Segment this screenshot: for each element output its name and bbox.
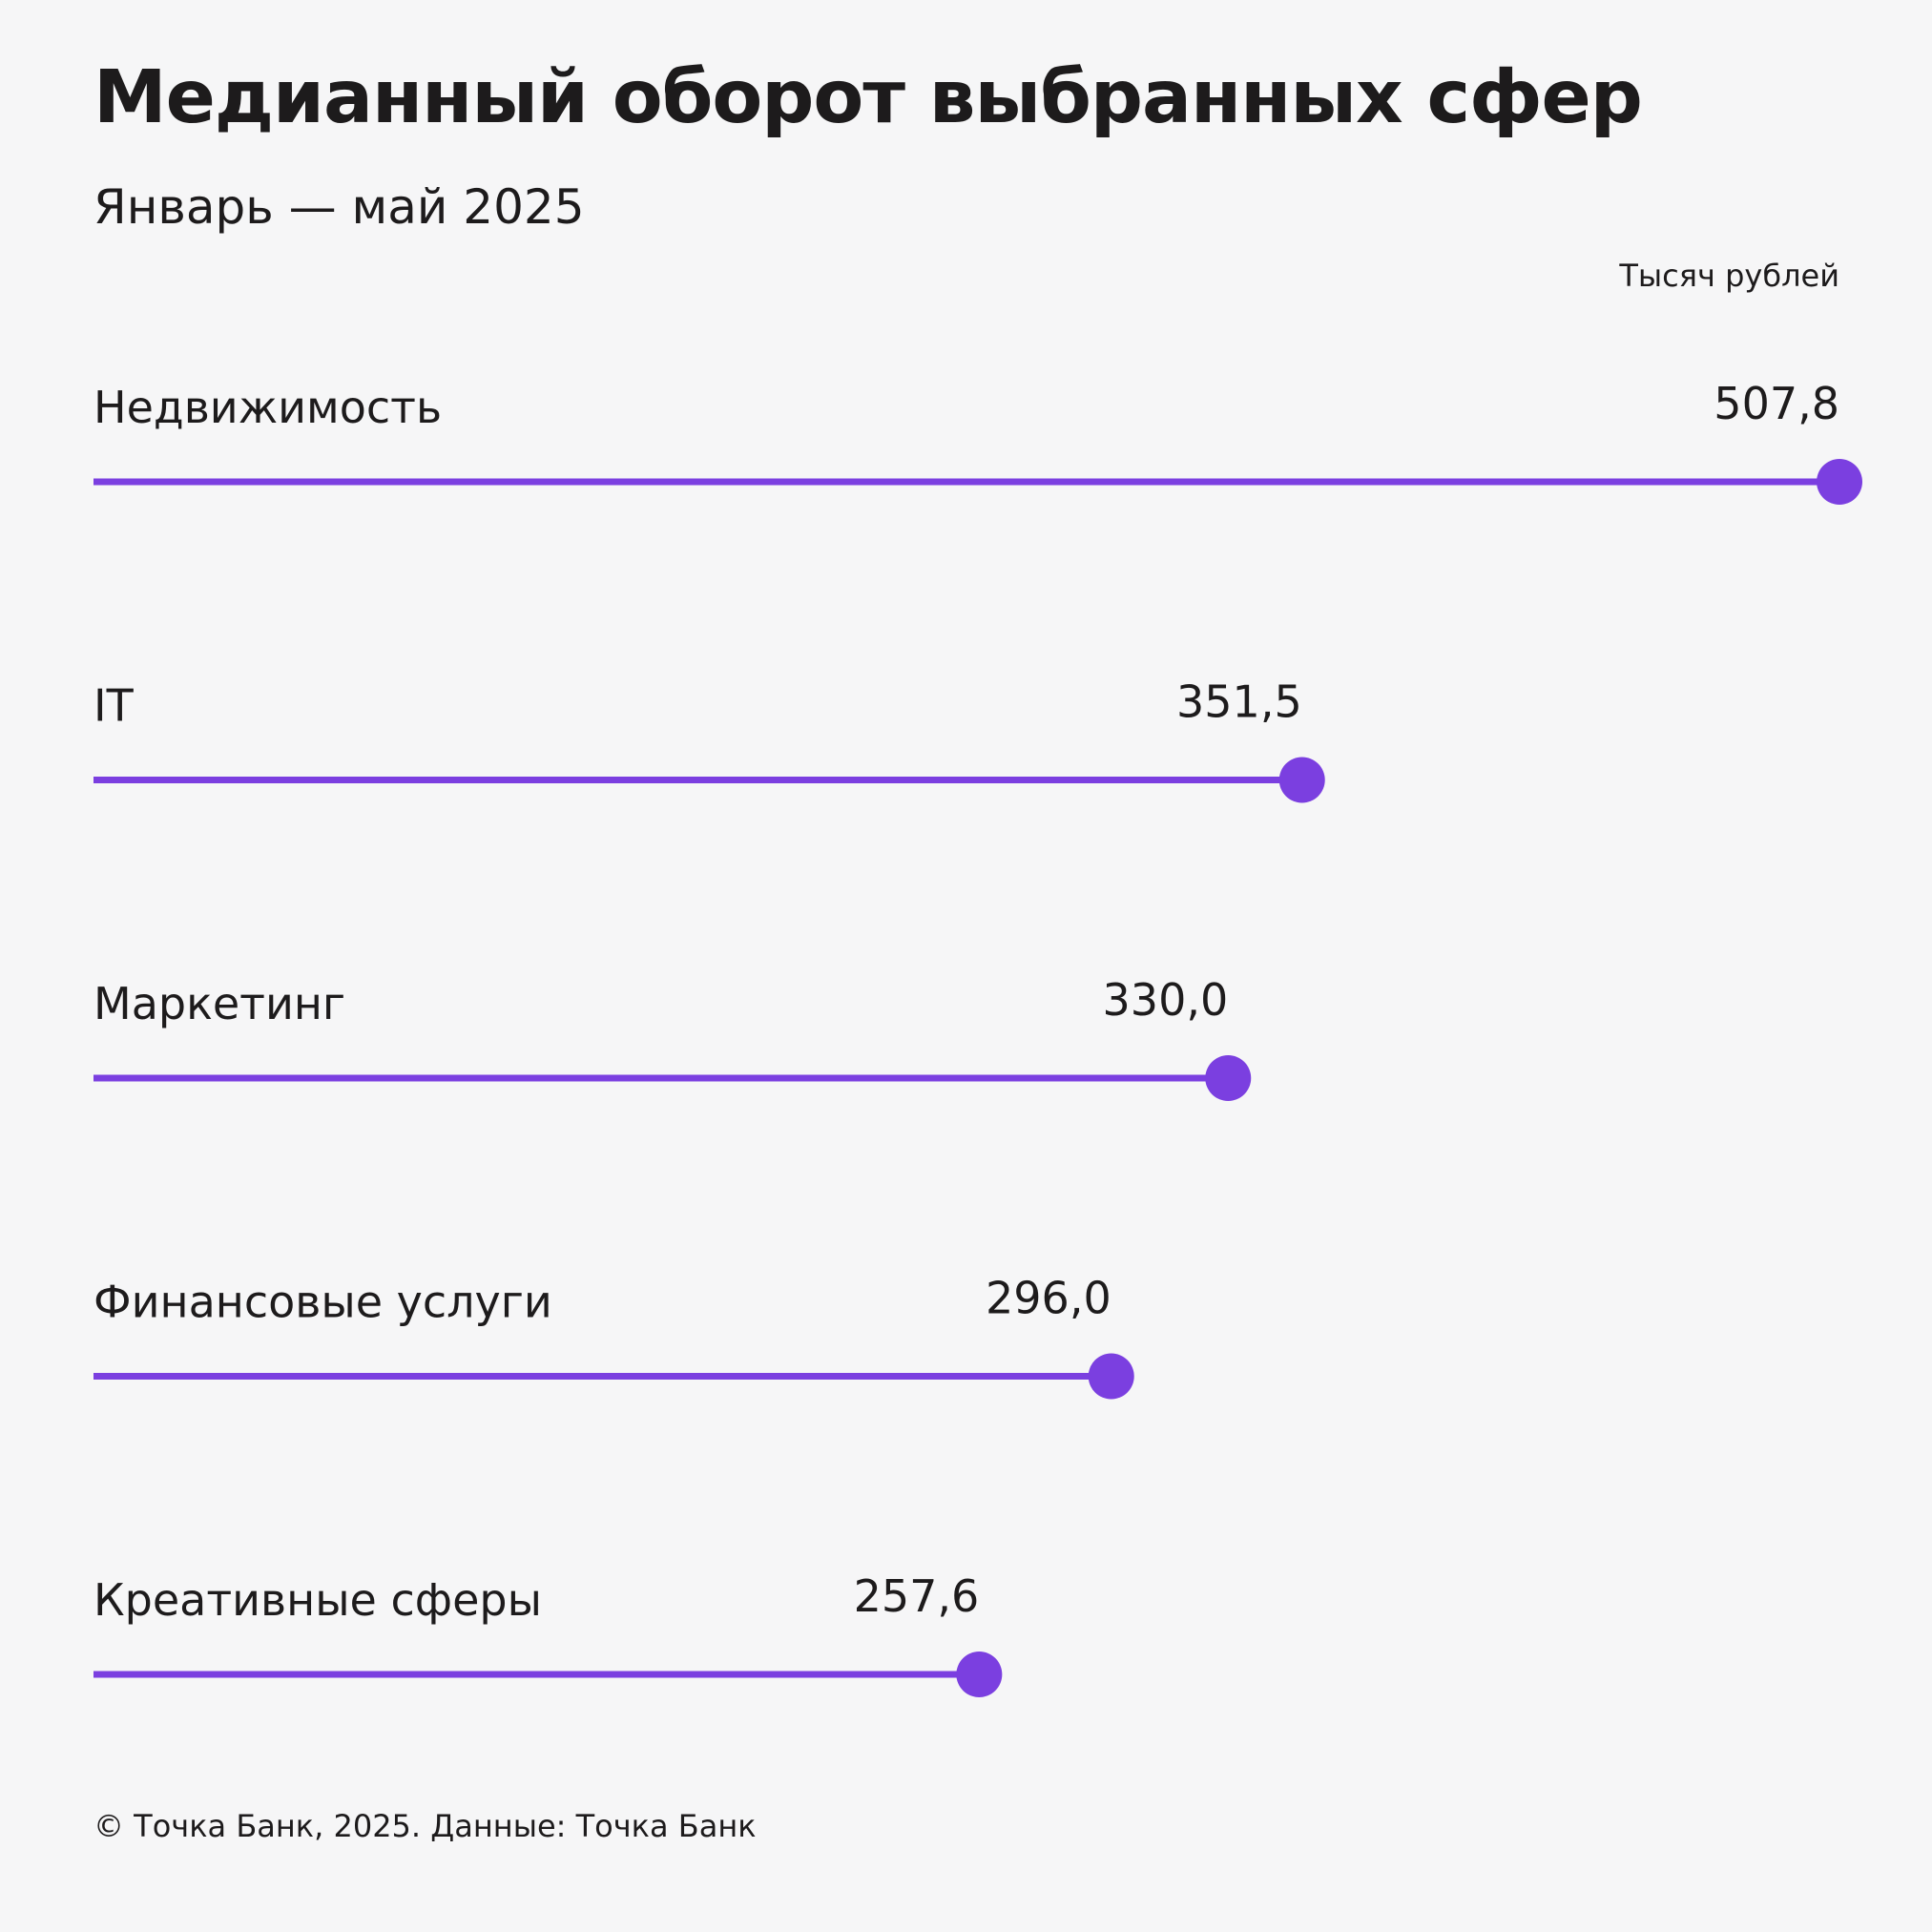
bar-dot xyxy=(1088,1353,1134,1400)
chart-title: Медианный оборот выбранных сфер xyxy=(93,55,1643,140)
chart-subtitle: Январь — май 2025 xyxy=(93,179,585,235)
category-label: Финансовые услуги xyxy=(93,1277,552,1328)
unit-label: Тысяч рублей xyxy=(1619,258,1839,294)
category-label: Недвижимость xyxy=(93,382,442,433)
bar-row: IT 351,5 xyxy=(93,676,1325,803)
category-label: Маркетинг xyxy=(93,978,345,1029)
bar-row: Недвижимость 507,8 xyxy=(93,378,1862,505)
source-footer: © Точка Банк, 2025. Данные: Точка Банк xyxy=(93,1808,757,1844)
bar-dot xyxy=(1205,1055,1252,1101)
value-label: 296,0 xyxy=(986,1273,1111,1324)
value-label: 351,5 xyxy=(1176,676,1302,728)
bar-dot xyxy=(956,1652,1003,1697)
value-label: 330,0 xyxy=(1103,974,1229,1026)
category-label: Креативные сферы xyxy=(93,1574,542,1626)
value-label: 257,6 xyxy=(854,1570,980,1622)
bar-dot xyxy=(1817,459,1862,505)
category-label: IT xyxy=(93,680,135,732)
value-label: 507,8 xyxy=(1714,378,1839,429)
bar-dot xyxy=(1278,757,1325,803)
bar-row: Финансовые услуги 296,0 xyxy=(93,1273,1134,1400)
bar-row: Маркетинг 330,0 xyxy=(93,974,1252,1101)
bar-row: Креативные сферы 257,6 xyxy=(93,1570,1003,1697)
